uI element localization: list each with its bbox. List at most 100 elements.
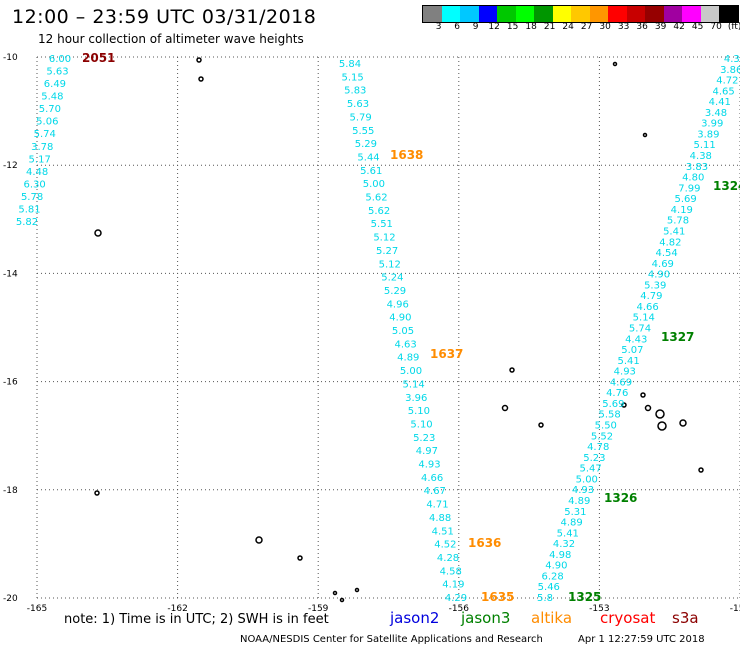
credit-footer: NOAA/NESDIS Center for Satellite Applica… [240, 634, 543, 645]
wave-height-label: 5.29 [384, 286, 406, 297]
colorbar-label: 30 [599, 22, 611, 32]
colorbar-cell [663, 6, 682, 22]
island-outline [196, 57, 202, 63]
wave-height-label: 5.8 [537, 593, 553, 604]
colorbar-cell [515, 6, 534, 22]
island-outline [644, 404, 652, 412]
wave-height-label: 5.83 [344, 86, 366, 97]
wave-height-label: 4.54 [655, 248, 677, 259]
wave-height-label: 5.62 [365, 193, 387, 204]
lat-tick-label: -10 [3, 53, 18, 63]
pass-time-label: 1638 [390, 148, 423, 162]
wave-height-label: 5.41 [663, 226, 685, 237]
island-outline [509, 367, 515, 373]
wave-height-label: 5.63 [46, 67, 68, 78]
wave-height-colorbar [422, 5, 739, 23]
wave-height-label: 4.38 [690, 151, 712, 162]
wave-height-label: 4.98 [549, 550, 571, 561]
lon-tick-label: -153 [589, 604, 609, 614]
island-outline [354, 587, 360, 593]
wave-height-label: 4.93 [614, 367, 636, 378]
wave-height-label: 4.79 [640, 291, 662, 302]
wave-height-label: 6.49 [44, 79, 66, 90]
colorbar-label: 36 [636, 22, 648, 32]
wave-height-label: 4.89 [568, 496, 590, 507]
colorbar-cell [423, 6, 442, 22]
wave-height-label: 4.96 [387, 299, 409, 310]
wave-height-label: 5.46 [538, 582, 560, 593]
wave-height-label: 3.83 [686, 162, 708, 173]
wave-height-label: 4.48 [26, 167, 48, 178]
pass-time-label: 1636 [468, 536, 501, 550]
wave-height-label: 5.47 [579, 464, 601, 475]
colorbar-label: 39 [654, 22, 667, 32]
wave-height-label: 4.93 [572, 485, 594, 496]
island-outline [332, 590, 338, 596]
wave-height-label: 4.69 [652, 259, 674, 270]
island-outline [612, 61, 618, 67]
wave-height-label: 6.30 [23, 179, 45, 190]
lon-tick-label: -165 [27, 604, 47, 614]
wave-height-label: 5.17 [29, 154, 51, 165]
island-outline [297, 555, 303, 561]
wave-height-label: 4.97 [416, 446, 438, 457]
island-outline [657, 421, 667, 431]
wave-height-label: 4.72 [716, 76, 738, 87]
wave-height-label: 5.61 [360, 166, 382, 177]
wave-height-label: 5.74 [34, 129, 56, 140]
wave-height-label: 5.58 [598, 410, 620, 421]
wave-height-label: 5.12 [379, 259, 401, 270]
wave-height-label: 5.78 [21, 192, 43, 203]
colorbar-label: 27 [580, 22, 593, 32]
wave-height-label: 4.58 [440, 566, 462, 577]
wave-height-label: 5.55 [352, 126, 374, 137]
wave-height-label: 7.99 [678, 183, 700, 194]
island-outline [621, 402, 627, 408]
lat-tick-label: -18 [3, 486, 18, 496]
island-outline [339, 597, 345, 603]
colorbar-label: 45 [691, 22, 704, 32]
colorbar-label: 70 [710, 22, 722, 32]
wave-height-label: 5.23 [413, 433, 435, 444]
colorbar-cell [719, 6, 738, 22]
colorbar-label: 12 [488, 22, 500, 32]
island-outline [538, 422, 544, 428]
wave-height-label: 5.10 [410, 419, 432, 430]
colorbar-label: 21 [543, 22, 556, 32]
colorbar-label: 24 [562, 22, 574, 32]
island-outline [698, 467, 704, 473]
wave-height-label: 4.52 [434, 540, 456, 551]
colorbar-cell [700, 6, 719, 22]
colorbar-cell [534, 6, 553, 22]
wave-height-label: 4.78 [587, 442, 609, 453]
wave-height-label: 5.07 [621, 345, 643, 356]
wave-height-label: 4.93 [418, 460, 440, 471]
timestamp-footer: Apr 1 12:27:59 UTC 2018 [578, 634, 705, 645]
wave-height-label: 4.41 [709, 97, 731, 108]
wave-height-label: 5.82 [16, 217, 38, 228]
colorbar-cell [626, 6, 645, 22]
pass-time-label: 1326 [604, 491, 637, 505]
island-outline [198, 76, 204, 82]
wave-height-label: 5.14 [633, 313, 655, 324]
wave-height-label: 5.51 [371, 219, 393, 230]
wave-height-label: 5.52 [591, 431, 613, 442]
wave-height-label: 4.28 [437, 553, 459, 564]
legend-jason2: jason2 [390, 609, 440, 627]
wave-height-label: 4.69 [610, 377, 632, 388]
wave-height-label: 5.70 [39, 104, 61, 115]
wave-height-label: 5.74 [629, 324, 651, 335]
wave-height-label: 5.00 [400, 366, 422, 377]
colorbar-cell [460, 6, 479, 22]
wave-height-label: 5.00 [363, 179, 385, 190]
wave-height-label: 5.06 [36, 117, 58, 128]
wave-height-label: 4.19 [671, 205, 693, 216]
island-outline [94, 229, 102, 237]
island-outline [655, 409, 665, 419]
wave-height-label: 5.31 [564, 507, 586, 518]
wave-height-label: 4.65 [712, 86, 734, 97]
units-note: note: 1) Time is in UTC; 2) SWH is in fe… [64, 612, 329, 627]
lat-tick-label: -12 [3, 161, 18, 171]
colorbar-label: (ft) [727, 22, 740, 32]
